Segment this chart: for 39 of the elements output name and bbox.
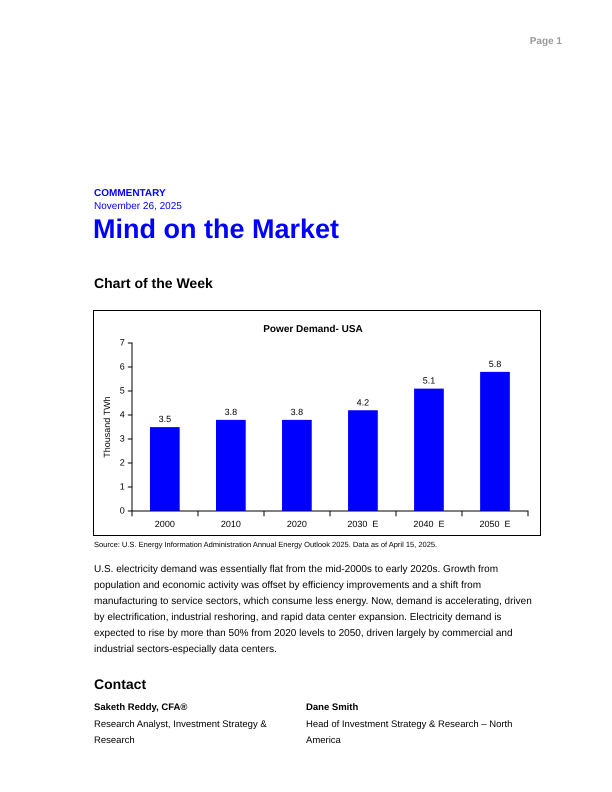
y-tick-label: 4 bbox=[120, 410, 125, 420]
x-tick-label: 2050 E bbox=[479, 519, 510, 530]
y-tick-label: 3 bbox=[120, 434, 125, 444]
text: Saketh Reddy, CFA® bbox=[94, 702, 188, 713]
y-tick-label: 0 bbox=[120, 506, 125, 516]
y-tick-label: 1 bbox=[120, 482, 125, 492]
data-label: 5.1 bbox=[422, 376, 436, 386]
y-tick-label: 2 bbox=[120, 458, 125, 468]
bar bbox=[282, 420, 312, 511]
text: Chart of the Week bbox=[94, 275, 213, 291]
y-tick-label: 7 bbox=[120, 337, 125, 348]
x-tick-label: 2010 bbox=[220, 519, 241, 530]
text: Mind on the Market bbox=[93, 214, 340, 245]
x-tick-label: 2040 E bbox=[413, 519, 444, 530]
bar bbox=[414, 388, 444, 511]
x-tick-label: 2030 E bbox=[347, 519, 378, 530]
text: COMMENTARY bbox=[94, 188, 166, 199]
bar bbox=[150, 427, 180, 511]
text: Contact bbox=[94, 676, 146, 692]
y-axis-title: Thousand TWh bbox=[102, 396, 112, 458]
bar bbox=[348, 410, 378, 511]
x-tick-label: 2000 bbox=[154, 519, 175, 530]
text: Head of Investment Strategy & Research – North America bbox=[306, 718, 514, 748]
data-label: 3.8 bbox=[224, 406, 238, 417]
text: Dane Smith bbox=[306, 702, 358, 713]
chart-title: Power Demand- USA bbox=[263, 324, 363, 335]
text: U.S. electricity demand was essentially flat from the mid-2000s to early 2020s. Growth from population and economic activity was offset by efficiency improvements and a shift from manufacturing to service sectors, which consume less energy. Now, demand is accelerating, driven by electrification, industrial reshoring, and rapid data center expansion. Electricity demand is expected to rise by more than 50% from 2020 levels to 2050, driven largely by commercial and industrial sectors-especially data centers. bbox=[94, 563, 533, 657]
bar bbox=[480, 372, 510, 511]
data-label: 3.5 bbox=[158, 414, 172, 424]
y-tick-label: 5 bbox=[120, 386, 125, 396]
text: Page 1 bbox=[528, 36, 562, 47]
data-label: 5.8 bbox=[488, 358, 502, 369]
bar bbox=[216, 420, 246, 511]
text: November 26, 2025 bbox=[94, 201, 182, 212]
x-tick-label: 2020 bbox=[286, 519, 307, 530]
y-tick-label: 6 bbox=[120, 362, 125, 372]
data-label: 3.8 bbox=[290, 406, 304, 417]
text: Research Analyst, Investment Strategy & Research bbox=[94, 718, 268, 748]
data-label: 4.2 bbox=[356, 397, 370, 408]
